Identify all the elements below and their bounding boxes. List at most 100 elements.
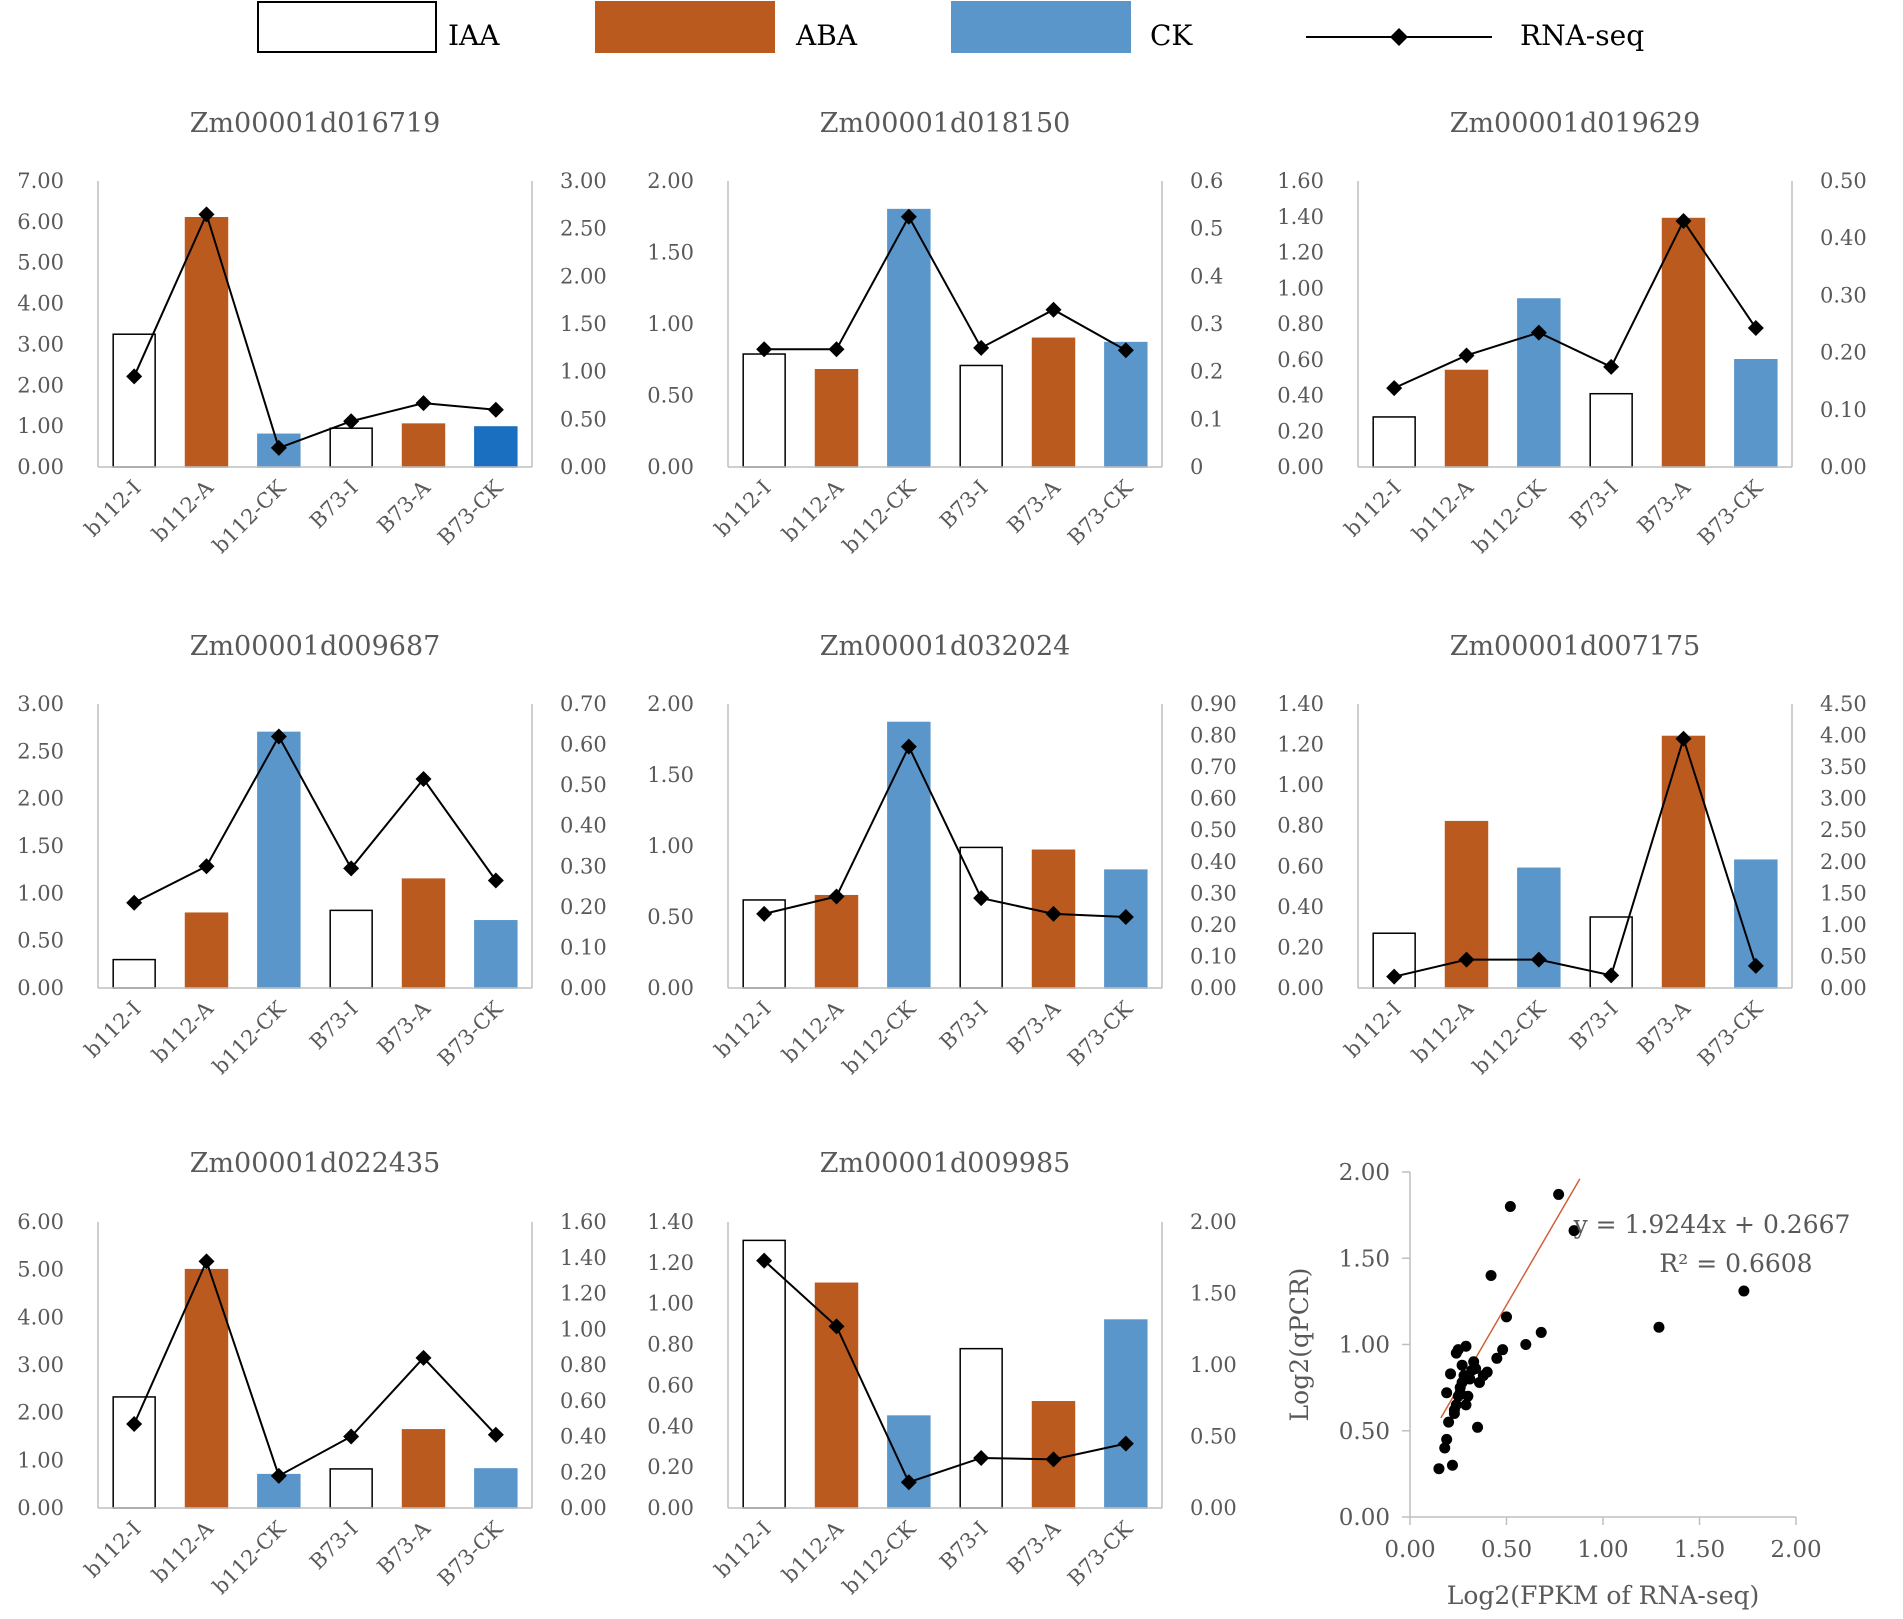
y-right-tick: 0.50	[560, 773, 607, 797]
y-right-tick: 1.20	[560, 1282, 607, 1306]
x-tick-label: B73-CK	[1063, 996, 1137, 1070]
y-right-tick: 1.00	[1190, 1353, 1237, 1377]
bar	[329, 1468, 373, 1509]
scatter-point	[1472, 1421, 1484, 1433]
y-left-tick: 0.50	[647, 905, 694, 929]
x-tick-label: B73-A	[373, 996, 436, 1059]
y-left-tick: 5.00	[17, 1258, 64, 1282]
scatter-point	[1485, 1270, 1497, 1281]
y-right-tick: 2.50	[560, 217, 607, 241]
scatter-y-tick: 0.50	[1339, 1419, 1390, 1445]
scatter-point	[1460, 1399, 1472, 1411]
scatter-point	[1553, 1188, 1565, 1200]
scatter-point	[1535, 1326, 1547, 1338]
y-left-tick: 0.50	[647, 384, 694, 408]
bar	[474, 1468, 518, 1509]
x-tick-label: B73-CK	[1063, 1516, 1137, 1590]
x-tick-label: b112-I	[1340, 476, 1406, 542]
rna-seq-point	[1530, 951, 1547, 968]
rna-seq-point	[415, 771, 432, 788]
y-left-tick: 4.00	[17, 1305, 64, 1329]
y-left-tick: 1.40	[1277, 205, 1324, 229]
y-right-tick: 0.5	[1190, 217, 1223, 241]
bar	[1661, 735, 1706, 989]
rna-seq-point	[1603, 358, 1620, 375]
bar	[112, 1396, 156, 1509]
rna-seq-line	[1393, 219, 1757, 389]
y-right-tick: 0.00	[560, 1496, 607, 1520]
y-left-tick: 1.40	[647, 1210, 694, 1234]
y-right-tick: 0.40	[560, 1425, 607, 1449]
chart-title: Zm00001d016719	[190, 108, 441, 139]
y-left-tick: 0.00	[17, 455, 64, 479]
y-left-tick: 0.60	[647, 1373, 694, 1397]
y-left-tick: 0.20	[647, 1455, 694, 1479]
chart-panel-Zm00001d009687: Zm00001d009687 0.00 0.50 1.00 1.50 2.00 2.50 3.…	[17, 631, 607, 1079]
y-right-tick: 0.40	[560, 814, 607, 838]
rna-seq-point	[828, 888, 845, 905]
y-left-tick: 0.00	[17, 976, 64, 1000]
x-tick-label: B73-A	[373, 1516, 436, 1579]
x-tick-label: B73-A	[1633, 996, 1696, 1059]
y-right-tick: 1.00	[560, 360, 607, 384]
legend-label-iaa: IAA	[448, 19, 500, 52]
bar	[814, 369, 859, 468]
y-right-tick: 0.3	[1190, 312, 1223, 336]
rna-seq-point	[973, 890, 990, 907]
y-left-tick: 4.00	[17, 292, 64, 316]
bar	[887, 208, 931, 468]
bar	[401, 1429, 446, 1509]
x-tick-label: B73-I	[305, 997, 363, 1055]
y-left-tick: 1.20	[1277, 733, 1324, 757]
y-right-tick: 0.6	[1190, 169, 1223, 193]
scatter-point	[1441, 1433, 1453, 1445]
y-left-tick: 0.80	[1277, 814, 1324, 838]
x-tick-label: B73-A	[1003, 475, 1066, 538]
x-tick-label: b112-I	[80, 1517, 146, 1583]
legend-label-rna: RNA-seq	[1520, 19, 1644, 52]
y-left-tick: 2.50	[17, 739, 64, 763]
x-tick-label: B73-CK	[433, 996, 507, 1070]
legend-swatch-aba	[595, 1, 775, 53]
y-left-tick: 1.00	[647, 1292, 694, 1316]
y-right-tick: 2.00	[1190, 1210, 1237, 1234]
rna-seq-point	[828, 1318, 845, 1335]
rna-seq-point	[343, 413, 360, 430]
bar	[401, 878, 446, 989]
bar	[814, 1282, 859, 1509]
y-left-tick: 0.80	[1277, 312, 1324, 336]
scatter-point	[1433, 1463, 1445, 1475]
x-tick-label: b112-A	[777, 996, 848, 1067]
scatter-panel: 0.00 0.50 1.00 1.50 2.00 0.00 0.50 1.00 1.50 2.00…	[1285, 1160, 1850, 1610]
bar	[1661, 217, 1706, 468]
bar	[887, 1415, 931, 1509]
y-left-tick: 1.00	[17, 1448, 64, 1472]
rna-seq-point	[1045, 1451, 1062, 1468]
x-tick-label: b112-CK	[838, 1516, 921, 1599]
chart-panel-Zm00001d018150: Zm00001d018150 0.00 0.50 1.00 1.50 2.00 0 0.1 0.…	[647, 108, 1223, 558]
bar	[1372, 416, 1416, 468]
x-tick-label: B73-I	[305, 476, 363, 534]
y-left-tick: 0.00	[1277, 455, 1324, 479]
rna-seq-point	[415, 1349, 432, 1366]
x-tick-label: b112-CK	[208, 475, 291, 558]
y-left-tick: 1.00	[647, 312, 694, 336]
scatter-point	[1491, 1352, 1503, 1364]
y-left-tick: 0.00	[17, 1496, 64, 1520]
y-left-tick: 1.60	[1277, 169, 1324, 193]
bar	[1104, 1319, 1148, 1509]
y-left-tick: 5.00	[17, 251, 64, 275]
bar	[184, 912, 229, 989]
y-right-tick: 0.00	[560, 455, 607, 479]
y-right-tick: 0.10	[1820, 398, 1867, 422]
y-left-tick: 0.00	[647, 976, 694, 1000]
y-right-tick: 0.10	[1190, 944, 1237, 968]
x-tick-label: b112-I	[710, 1517, 776, 1583]
rna-seq-point	[828, 341, 845, 358]
y-left-tick: 7.00	[17, 169, 64, 193]
bar	[401, 423, 446, 468]
y-left-tick: 3.00	[17, 692, 64, 716]
bar	[112, 333, 156, 468]
rna-seq-point	[900, 1474, 917, 1491]
scatter-y-tick: 1.50	[1339, 1246, 1390, 1272]
